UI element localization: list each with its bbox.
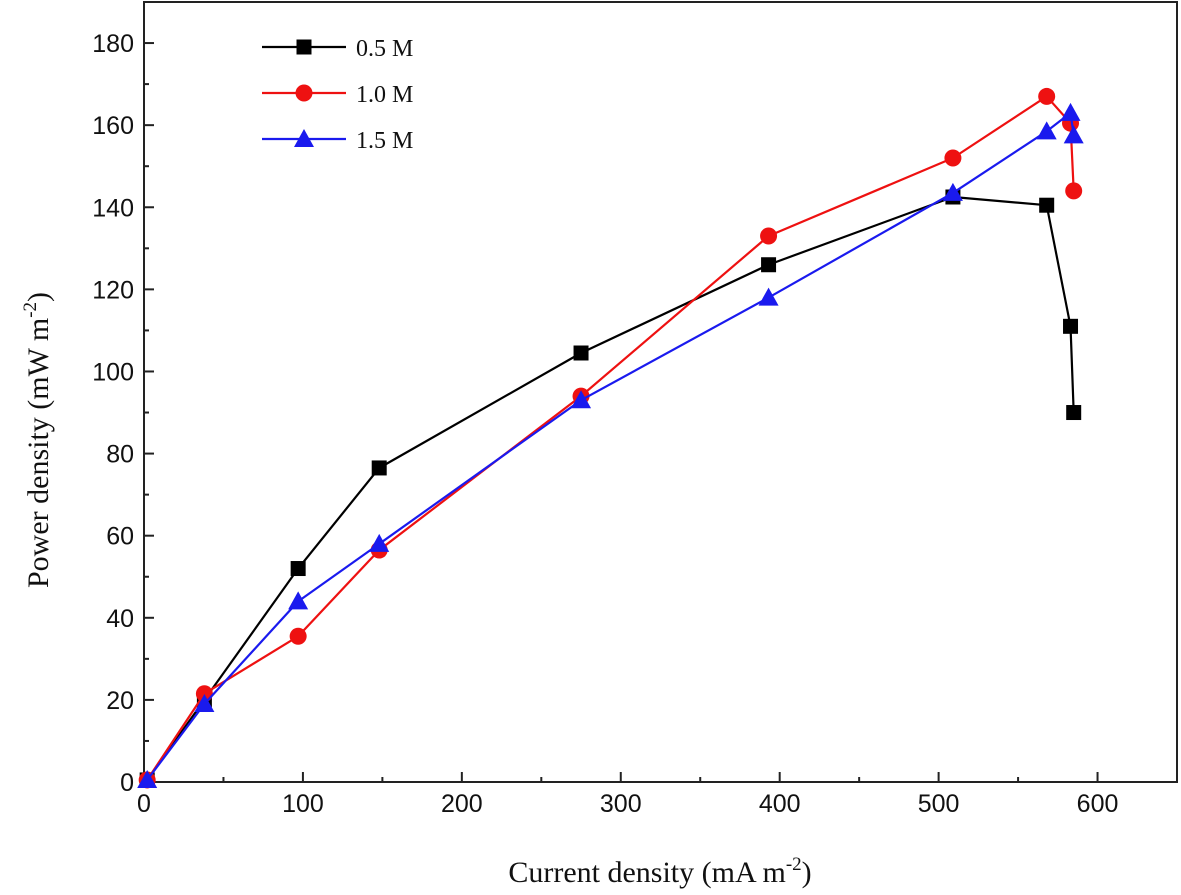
y-tick-label: 160 — [92, 112, 134, 140]
data-point — [1039, 197, 1055, 213]
data-point — [1065, 182, 1083, 200]
data-point — [194, 694, 215, 712]
legend-label: 0.5 M — [356, 36, 413, 62]
y-tick-label: 60 — [106, 523, 134, 551]
x-tick-label: 500 — [918, 790, 960, 818]
y-tick-label: 80 — [106, 441, 134, 469]
y-tick-label: 100 — [92, 358, 134, 386]
data-point — [369, 533, 390, 552]
y-tick-label: 0 — [120, 769, 134, 797]
y-tick-label: 40 — [106, 605, 134, 633]
data-point — [761, 257, 777, 273]
legend-marker — [296, 39, 312, 55]
legend: 0.5 M 1.0 M 1.5 M — [262, 36, 413, 154]
y-tick-label: 20 — [106, 687, 134, 715]
series-0 — [139, 189, 1082, 788]
data-point — [1066, 405, 1082, 421]
data-point — [944, 149, 962, 167]
y-tick-label: 140 — [92, 194, 134, 222]
legend-item: 1.0 M — [262, 82, 413, 108]
x-axis-title: Current density (mA m-2) — [508, 854, 811, 889]
legend-label: 1.0 M — [356, 82, 413, 108]
data-point — [137, 769, 158, 788]
plot-frame — [143, 1, 1178, 783]
data-point — [1038, 87, 1056, 105]
data-point — [760, 227, 778, 245]
y-axis-title: Power density (mW m-2) — [20, 292, 55, 588]
series-line — [146, 195, 1075, 781]
legend-marker — [294, 129, 314, 147]
x-tick-label: 400 — [759, 790, 801, 818]
data-point — [571, 390, 592, 409]
data-point — [290, 561, 306, 577]
series-layer — [137, 87, 1084, 789]
axis-ticks: 0 100 200 300 400 500 600 0 20 40 60 80 100 120 140 160… — [92, 30, 1118, 818]
x-tick-label: 200 — [441, 790, 483, 818]
data-point — [1063, 318, 1079, 334]
legend-item: 1.5 M — [262, 128, 413, 154]
legend-item: 0.5 M — [262, 36, 413, 62]
x-tick-label: 600 — [1077, 790, 1119, 818]
series-line — [146, 95, 1075, 781]
x-tick-label: 300 — [600, 790, 642, 818]
legend-label: 1.5 M — [356, 128, 413, 154]
series-line — [146, 111, 1075, 781]
x-tick-label: 100 — [282, 790, 324, 818]
data-point — [1036, 121, 1057, 140]
data-point — [371, 460, 387, 476]
y-tick-label: 120 — [92, 276, 134, 304]
data-point — [942, 182, 963, 201]
data-point — [1063, 125, 1084, 144]
x-tick-label: 0 — [137, 790, 151, 818]
series-1 — [138, 87, 1083, 789]
y-tick-label: 180 — [92, 30, 134, 58]
data-point — [288, 591, 309, 610]
data-point — [573, 345, 589, 361]
data-point — [1060, 102, 1081, 121]
legend-marker — [295, 84, 313, 102]
data-point — [758, 287, 779, 306]
series-2 — [137, 102, 1084, 788]
data-point — [289, 627, 307, 645]
